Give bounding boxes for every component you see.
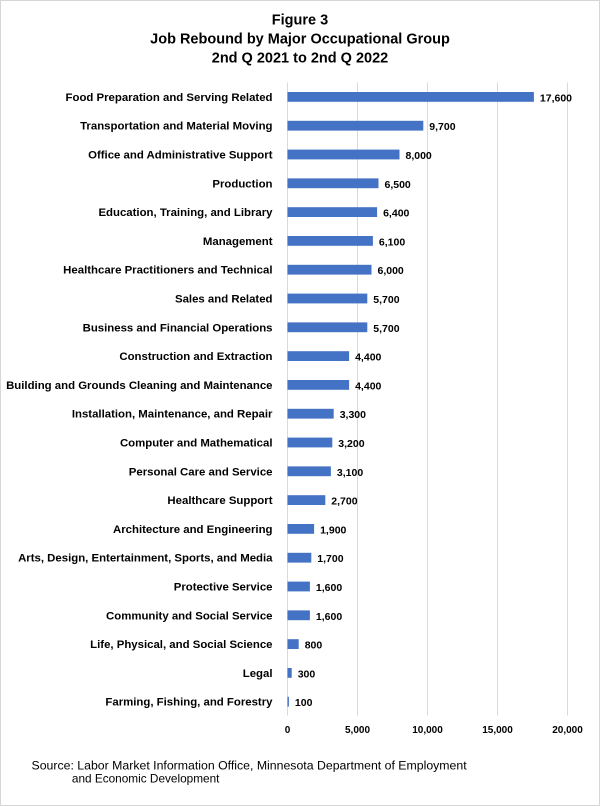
svg-text:9,700: 9,700 (429, 121, 455, 133)
svg-text:Farming, Fishing, and Forestry: Farming, Fishing, and Forestry (105, 697, 273, 709)
svg-text:Community and Social Service: Community and Social Service (106, 610, 272, 622)
svg-text:1,700: 1,700 (317, 553, 343, 565)
svg-text:3,200: 3,200 (338, 438, 364, 450)
svg-text:15,000: 15,000 (482, 725, 513, 736)
svg-text:Installation, Maintenance, and: Installation, Maintenance, and Repair (72, 409, 273, 421)
svg-text:6,500: 6,500 (385, 179, 411, 191)
svg-text:800: 800 (305, 640, 323, 652)
svg-text:Figure 3: Figure 3 (272, 13, 328, 29)
svg-text:8,000: 8,000 (406, 150, 432, 162)
svg-text:300: 300 (298, 668, 316, 680)
svg-text:Job Rebound by Major Occupatio: Job Rebound by Major Occupational Group (150, 32, 450, 48)
svg-text:Food Preparation and Serving R: Food Preparation and Serving Related (66, 92, 273, 104)
svg-text:3,100: 3,100 (337, 467, 363, 479)
svg-text:5,700: 5,700 (373, 323, 399, 335)
svg-text:6,000: 6,000 (378, 265, 404, 277)
svg-text:17,600: 17,600 (540, 92, 572, 104)
svg-text:Legal: Legal (243, 668, 273, 680)
svg-text:Office and Administrative Supp: Office and Administrative Support (88, 150, 273, 162)
svg-text:1,600: 1,600 (316, 582, 342, 594)
svg-text:1,600: 1,600 (316, 611, 342, 623)
svg-text:Computer and Mathematical: Computer and Mathematical (120, 438, 273, 450)
svg-text:100: 100 (295, 697, 313, 709)
svg-text:Education, Training, and Libra: Education, Training, and Library (98, 207, 273, 219)
svg-text:3,300: 3,300 (340, 409, 366, 421)
svg-text:5,700: 5,700 (373, 294, 399, 306)
svg-text:Construction and Extraction: Construction and Extraction (119, 351, 272, 363)
svg-text:Business and Financial Operati: Business and Financial Operations (83, 322, 273, 334)
svg-text:10,000: 10,000 (412, 725, 443, 736)
svg-text:Transportation and Material Mo: Transportation and Material Moving (80, 121, 272, 133)
svg-text:Life, Physical, and Social Sci: Life, Physical, and Social Science (90, 639, 272, 651)
svg-text:Architecture and Engineering: Architecture and Engineering (113, 524, 273, 536)
svg-text:Arts, Design, Entertainment, S: Arts, Design, Entertainment, Sports, and… (18, 553, 273, 565)
svg-text:Management: Management (203, 236, 273, 248)
svg-text:Healthcare Support: Healthcare Support (167, 495, 272, 507)
svg-text:Building and Grounds Cleaning: Building and Grounds Cleaning and Mainte… (6, 380, 272, 392)
svg-text:5,000: 5,000 (345, 725, 370, 736)
svg-text:1,900: 1,900 (320, 524, 346, 536)
svg-text:0: 0 (285, 725, 291, 736)
svg-text:Protective Service: Protective Service (174, 582, 273, 594)
svg-text:6,100: 6,100 (379, 236, 405, 248)
svg-text:2,700: 2,700 (331, 496, 357, 508)
svg-text:4,400: 4,400 (355, 352, 381, 364)
svg-text:20,000: 20,000 (552, 725, 583, 736)
svg-text:Personal Care and Service: Personal Care and Service (129, 466, 273, 478)
svg-text:and Economic Development: and Economic Development (72, 771, 220, 785)
svg-text:Production: Production (212, 178, 272, 190)
svg-text:Healthcare Practitioners and T: Healthcare Practitioners and Technical (63, 265, 272, 277)
svg-text:4,400: 4,400 (355, 380, 381, 392)
svg-text:Sales and Related: Sales and Related (175, 294, 273, 306)
svg-text:6,400: 6,400 (383, 208, 409, 220)
svg-text:Source: Labor Market Informati: Source: Labor Market Information Office,… (32, 759, 468, 773)
svg-text:2nd Q 2021 to 2nd Q 2022: 2nd Q 2021 to 2nd Q 2022 (212, 51, 389, 67)
